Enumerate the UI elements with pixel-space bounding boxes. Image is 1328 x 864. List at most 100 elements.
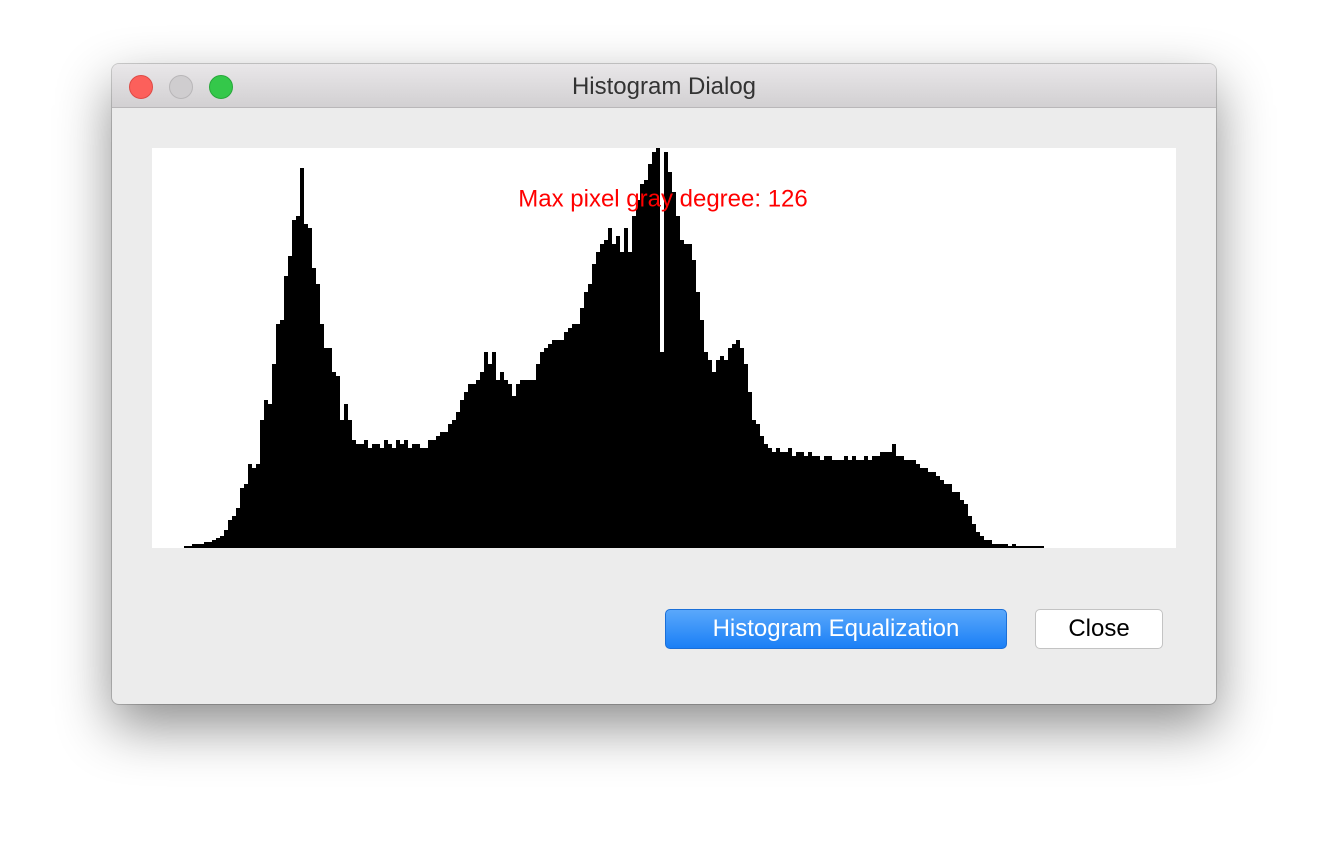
bar bbox=[644, 180, 648, 548]
zoom-light[interactable] bbox=[209, 75, 233, 99]
bar bbox=[240, 488, 244, 548]
bar bbox=[696, 292, 700, 548]
bar bbox=[924, 468, 928, 548]
bar bbox=[404, 440, 408, 548]
bar bbox=[412, 444, 416, 548]
bar bbox=[284, 276, 288, 548]
bar bbox=[552, 340, 556, 548]
bar bbox=[204, 542, 208, 548]
bar bbox=[908, 460, 912, 548]
bar bbox=[1036, 546, 1040, 548]
bar bbox=[568, 328, 572, 548]
bar bbox=[976, 532, 980, 548]
bar bbox=[840, 460, 844, 548]
bar bbox=[232, 516, 236, 548]
bar bbox=[340, 420, 344, 548]
bar bbox=[600, 244, 604, 548]
bar bbox=[608, 228, 612, 548]
bar bbox=[220, 536, 224, 548]
bar bbox=[336, 376, 340, 548]
bar bbox=[544, 348, 548, 548]
close-button[interactable]: Close bbox=[1035, 609, 1163, 649]
bar bbox=[272, 364, 276, 548]
bar bbox=[816, 456, 820, 548]
bar bbox=[524, 380, 528, 548]
bar bbox=[988, 540, 992, 548]
bar bbox=[408, 448, 412, 548]
close-light[interactable] bbox=[129, 75, 153, 99]
bar bbox=[212, 540, 216, 548]
bar bbox=[1040, 546, 1044, 548]
bar bbox=[228, 520, 232, 548]
bar bbox=[364, 440, 368, 548]
bar bbox=[740, 348, 744, 548]
bar bbox=[1000, 544, 1004, 548]
bar bbox=[704, 352, 708, 548]
bar bbox=[996, 544, 1000, 548]
bar bbox=[896, 456, 900, 548]
bar bbox=[572, 324, 576, 548]
bar bbox=[264, 400, 268, 548]
bar bbox=[648, 164, 652, 548]
bar bbox=[260, 420, 264, 548]
bar bbox=[684, 244, 688, 548]
bar bbox=[488, 364, 492, 548]
bar bbox=[360, 444, 364, 548]
bar bbox=[476, 380, 480, 548]
bar bbox=[776, 448, 780, 548]
bar bbox=[864, 456, 868, 548]
bar bbox=[852, 456, 856, 548]
bar bbox=[720, 356, 724, 548]
bar bbox=[296, 216, 300, 548]
bar bbox=[316, 284, 320, 548]
bar bbox=[952, 492, 956, 548]
annotation: Max pixel gray degree: 126 bbox=[518, 185, 808, 212]
bar bbox=[312, 268, 316, 548]
bar bbox=[472, 384, 476, 548]
minimize-light bbox=[169, 75, 193, 99]
equalize-button[interactable]: Histogram Equalization bbox=[665, 609, 1007, 649]
bar bbox=[784, 452, 788, 548]
bar bbox=[468, 384, 472, 548]
bar bbox=[280, 320, 284, 548]
bar bbox=[956, 492, 960, 548]
bar bbox=[236, 508, 240, 548]
bar bbox=[1024, 546, 1028, 548]
bar bbox=[512, 396, 516, 548]
bar bbox=[660, 352, 664, 548]
bar bbox=[628, 252, 632, 548]
bar bbox=[960, 500, 964, 548]
bar bbox=[796, 452, 800, 548]
bar bbox=[892, 444, 896, 548]
bar bbox=[368, 448, 372, 548]
bar bbox=[756, 424, 760, 548]
bar bbox=[560, 340, 564, 548]
bar bbox=[980, 536, 984, 548]
bar bbox=[680, 240, 684, 548]
bar bbox=[376, 444, 380, 548]
bar bbox=[832, 460, 836, 548]
bar bbox=[932, 472, 936, 548]
bar bbox=[728, 348, 732, 548]
bar bbox=[520, 380, 524, 548]
bar bbox=[584, 292, 588, 548]
bar bbox=[448, 424, 452, 548]
bar bbox=[656, 148, 660, 548]
bar bbox=[964, 504, 968, 548]
bar bbox=[772, 452, 776, 548]
bar bbox=[652, 152, 656, 548]
bar bbox=[496, 380, 500, 548]
bar bbox=[920, 468, 924, 548]
bar bbox=[616, 236, 620, 548]
bar bbox=[984, 540, 988, 548]
bar bbox=[780, 452, 784, 548]
bar bbox=[456, 412, 460, 548]
bar bbox=[972, 524, 976, 548]
bar bbox=[812, 456, 816, 548]
bar bbox=[388, 444, 392, 548]
bar bbox=[268, 404, 272, 548]
bar bbox=[800, 452, 804, 548]
bar bbox=[352, 440, 356, 548]
bar bbox=[440, 432, 444, 548]
